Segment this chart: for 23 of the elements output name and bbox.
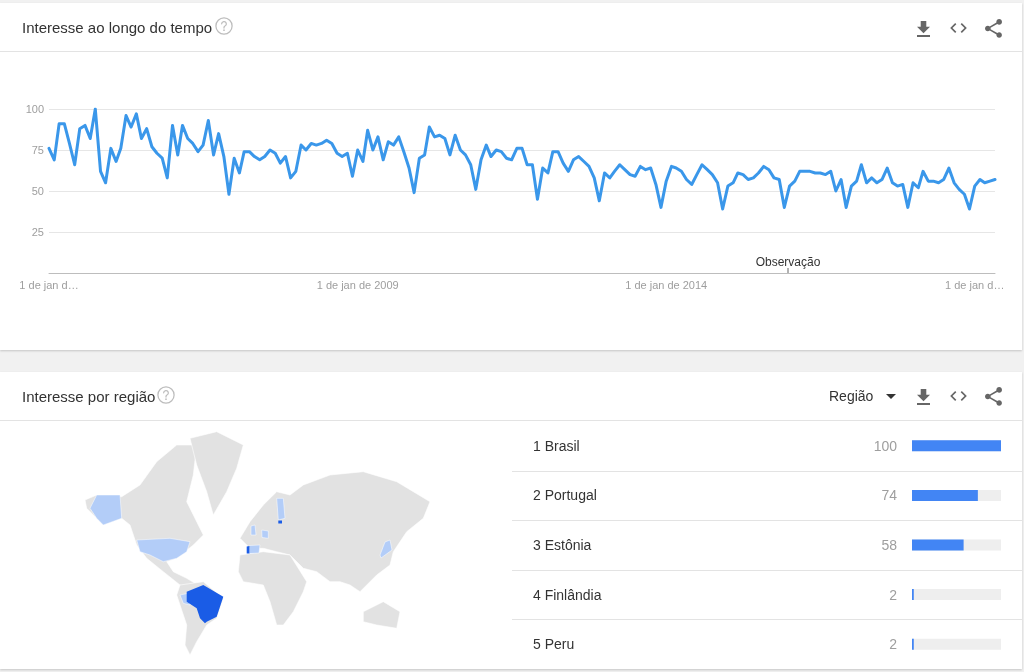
text: Interesse por região (22, 388, 156, 405)
y-tick-label: 100 (25, 103, 44, 115)
x-tick-label: 1 de jan d… (19, 278, 79, 291)
data-label: 100 (873, 437, 898, 454)
y-tick-label: 25 (31, 226, 44, 238)
line-series (47, 107, 997, 211)
chart-title: Interesse ao longo do tempo (22, 19, 213, 36)
data-label: 58 (881, 537, 898, 553)
data-label: 2 (889, 636, 898, 653)
y-tick-label: 75 (31, 144, 44, 156)
y-tick-label: 3 Estônia (533, 537, 592, 553)
x-tick-label: 1 de jan de 2014 (625, 278, 708, 291)
y-tick-label: 5 Peru (533, 636, 575, 653)
y-tick-label: 4 Finlândia (533, 586, 602, 603)
data-label: 2 (889, 586, 898, 603)
data-label: 74 (881, 487, 898, 504)
x-tick-label: 1 de jan d… (945, 278, 1005, 291)
y-tick-label: 2 Portugal (533, 487, 597, 504)
text: Região (829, 387, 874, 406)
x-tick-label: 1 de jan de 2009 (316, 278, 399, 291)
y-tick-label: 1 Brasil (533, 437, 580, 454)
y-tick-label: 50 (31, 185, 44, 197)
annotation: Observação (755, 255, 821, 269)
